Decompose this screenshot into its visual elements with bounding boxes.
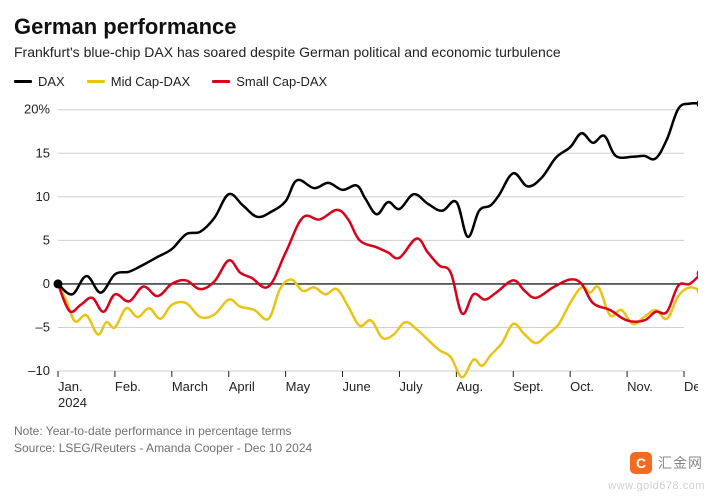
legend-swatch [14, 80, 32, 83]
watermark-text: 汇金网 [658, 453, 703, 473]
legend-item-dax: DAX [14, 74, 65, 89]
chart-subtitle: Frankfurt's blue-chip DAX has soared des… [14, 44, 695, 60]
svg-text:Jan.: Jan. [58, 379, 83, 394]
svg-text:2024: 2024 [58, 395, 87, 410]
source-line: Source: LSEG/Reuters - Amanda Cooper - D… [14, 440, 695, 457]
chart-title: German performance [14, 14, 695, 40]
legend-label: DAX [38, 74, 65, 89]
chart-footer: Note: Year-to-date performance in percen… [14, 423, 695, 457]
svg-text:10: 10 [36, 189, 50, 204]
legend-swatch [87, 80, 105, 83]
svg-text:5: 5 [43, 232, 50, 247]
svg-text:July: July [399, 379, 423, 394]
svg-text:–5: –5 [36, 319, 50, 334]
svg-text:Oct.: Oct. [570, 379, 594, 394]
svg-text:March: March [172, 379, 208, 394]
legend-label: Small Cap-DAX [236, 74, 327, 89]
svg-text:0: 0 [43, 276, 50, 291]
note-line: Note: Year-to-date performance in percen… [14, 423, 695, 440]
svg-text:Aug.: Aug. [456, 379, 483, 394]
watermark-badge-icon: C [630, 452, 652, 474]
watermark-url: www.gold678.com [608, 480, 705, 492]
svg-text:April: April [229, 379, 255, 394]
chart-area: –10 –5 0 5 10 15 20% Jan.2024 Feb. March April May J… [14, 95, 698, 417]
legend-item-midcap: Mid Cap-DAX [87, 74, 190, 89]
legend-item-smallcap: Small Cap-DAX [212, 74, 327, 89]
watermark: C 汇金网 [624, 450, 709, 476]
svg-text:15: 15 [36, 145, 50, 160]
page: German performance Frankfurt's blue-chip… [0, 0, 709, 500]
legend-swatch [212, 80, 230, 83]
svg-text:Dec.: Dec. [684, 379, 698, 394]
svg-text:Sept.: Sept. [513, 379, 543, 394]
svg-text:June: June [343, 379, 371, 394]
svg-text:May: May [286, 379, 311, 394]
svg-text:20%: 20% [24, 102, 50, 117]
legend: DAX Mid Cap-DAX Small Cap-DAX [14, 74, 695, 89]
svg-text:–10: –10 [28, 363, 50, 378]
svg-text:Feb.: Feb. [115, 379, 141, 394]
legend-label: Mid Cap-DAX [111, 74, 190, 89]
line-chart: –10 –5 0 5 10 15 20% Jan.2024 Feb. March April May J… [14, 95, 698, 417]
svg-text:Nov.: Nov. [627, 379, 653, 394]
